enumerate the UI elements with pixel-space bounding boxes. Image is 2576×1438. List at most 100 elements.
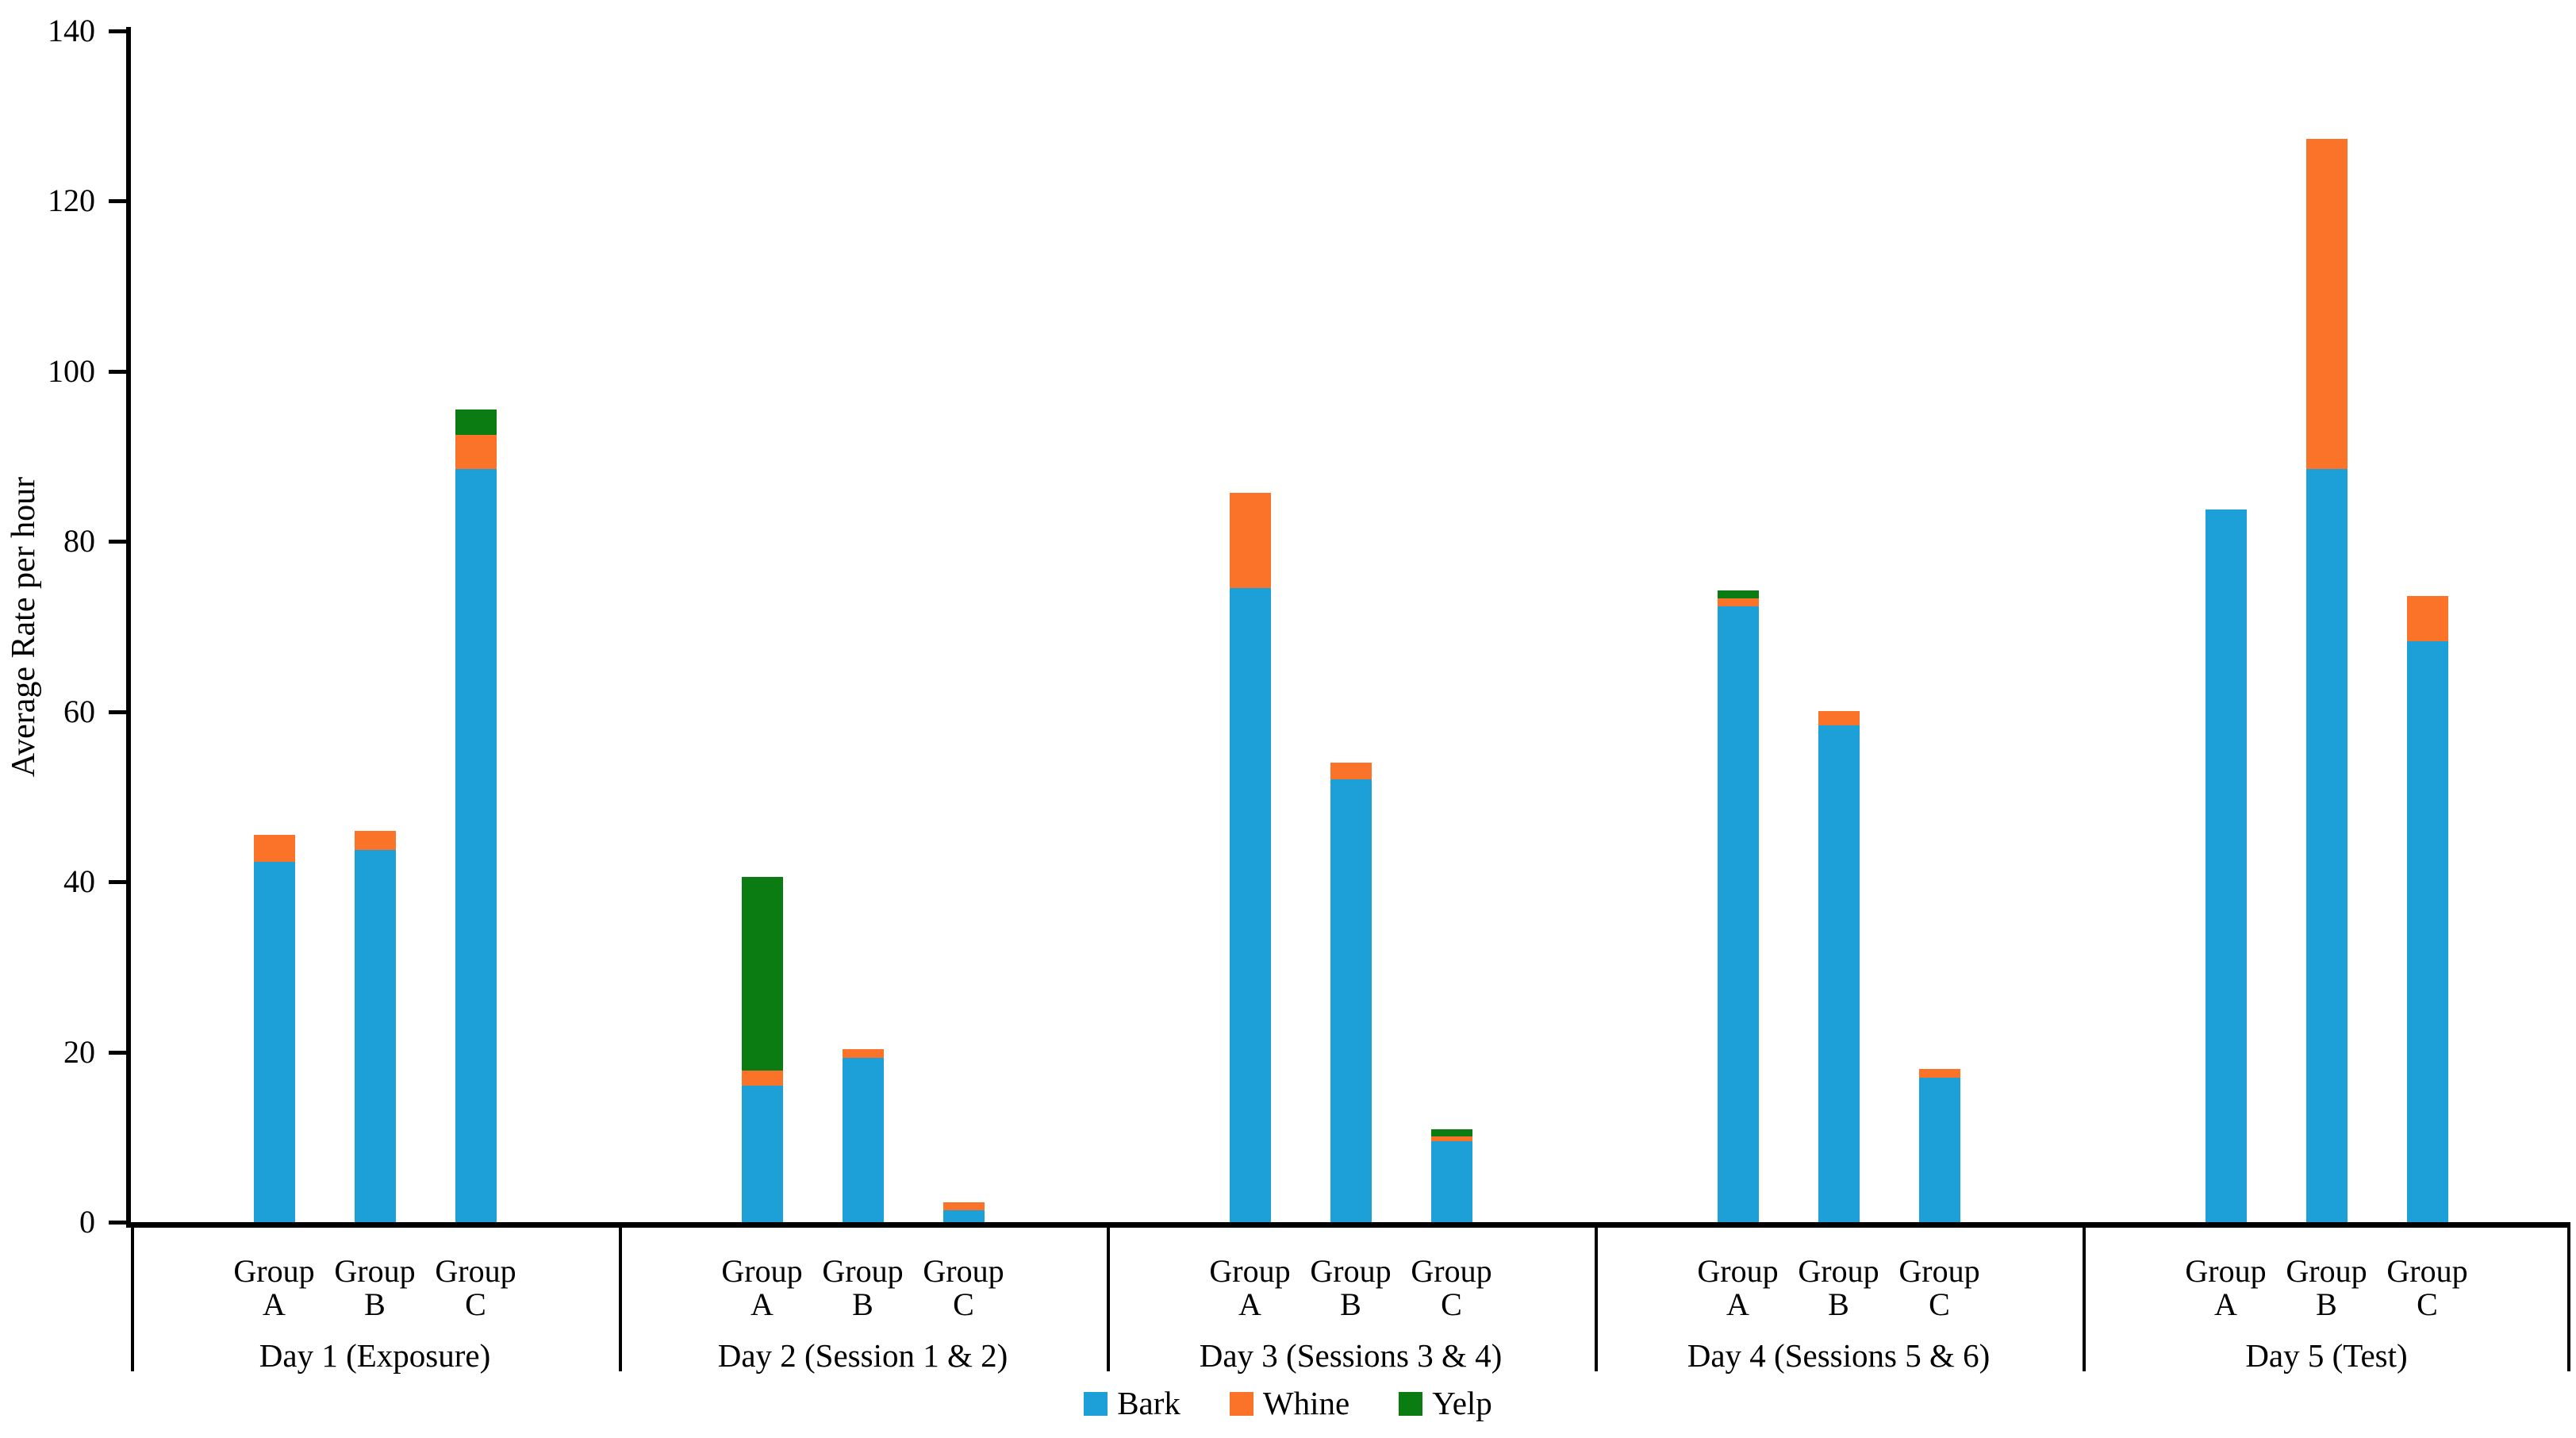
y-axis-tick <box>109 880 126 885</box>
bar-segment-whine <box>1717 598 1759 606</box>
group-label-letter: C <box>953 1286 974 1322</box>
day-axis-label: Day 5 (Test) <box>2245 1337 2408 1374</box>
x-axis-line <box>126 1222 2570 1228</box>
group-label-word: Group <box>334 1253 416 1289</box>
group-label-word: Group <box>1411 1253 1492 1289</box>
group-label-word: Group <box>721 1253 803 1289</box>
day-panel-separator <box>131 1222 134 1371</box>
bar-segment-whine <box>1430 1136 1472 1142</box>
bar-segment-whine <box>942 1202 985 1210</box>
day-panel-separator <box>1595 1222 1598 1371</box>
legend-swatch-icon <box>1229 1391 1253 1416</box>
day-axis-label: Day 2 (Session 1 & 2) <box>717 1337 1008 1374</box>
bar-segment-yelp <box>741 876 783 1071</box>
bar-segment-whine <box>741 1071 783 1086</box>
bar-segment-bark <box>1717 606 1759 1222</box>
bar-segment-bark <box>1330 779 1372 1222</box>
y-axis-tick <box>109 199 126 204</box>
day-panel-separator <box>2083 1222 2086 1371</box>
y-axis-tick-label: 20 <box>63 1033 95 1070</box>
group-label-letter: C <box>2417 1286 2438 1322</box>
bar-segment-bark <box>1430 1141 1472 1222</box>
group-label-letter: B <box>364 1286 386 1322</box>
y-axis-tick-label: 120 <box>48 183 95 219</box>
legend-label: Yelp <box>1432 1385 1492 1421</box>
legend: Bark Whine Yelp <box>0 1387 2576 1420</box>
group-label-letter: B <box>1340 1286 1361 1322</box>
y-axis-tick-label: 100 <box>48 352 95 389</box>
legend-swatch-icon <box>1084 1391 1108 1416</box>
group-label-letter: A <box>751 1286 774 1322</box>
y-axis-tick-label: 80 <box>63 523 95 559</box>
group-label-word: Group <box>2185 1253 2267 1289</box>
day-panel-separator <box>1107 1222 1110 1371</box>
legend-item-whine: Whine <box>1229 1385 1350 1421</box>
bar-segment-whine <box>1229 493 1271 589</box>
y-axis-tick <box>109 540 126 544</box>
day-axis-label: Day 3 (Sessions 3 & 4) <box>1199 1337 1503 1374</box>
bar-segment-whine <box>1818 710 1860 725</box>
group-label-word: Group <box>435 1253 516 1289</box>
bar-segment-bark <box>354 850 396 1222</box>
y-axis-tick-label: 140 <box>48 13 95 48</box>
group-label-letter: B <box>852 1286 873 1322</box>
group-label-letter: A <box>2214 1286 2237 1322</box>
group-label-letter: C <box>1441 1286 1462 1322</box>
y-axis-line <box>126 27 131 1228</box>
group-label-word: Group <box>1798 1253 1879 1289</box>
bar-segment-bark <box>1229 588 1271 1222</box>
group-label-word: Group <box>822 1253 904 1289</box>
group-label-letter: B <box>1828 1286 1849 1322</box>
group-label-letter: C <box>465 1286 486 1322</box>
day-axis-label: Day 1 (Exposure) <box>259 1337 491 1374</box>
y-axis-title: Average Rate per hour <box>6 476 42 778</box>
group-label-letter: C <box>1929 1286 1950 1322</box>
bar-segment-whine <box>1918 1069 1960 1078</box>
group-label-word: Group <box>1697 1253 1779 1289</box>
bar-segment-bark <box>942 1209 985 1222</box>
group-label-letter: B <box>2316 1286 2337 1322</box>
group-label-word: Group <box>233 1253 315 1289</box>
bar-segment-bark <box>2205 509 2247 1222</box>
bar-segment-yelp <box>1430 1129 1472 1136</box>
bar-segment-bark <box>741 1086 783 1222</box>
group-label-word: Group <box>1310 1253 1392 1289</box>
bar-segment-bark <box>455 469 497 1222</box>
bar-segment-bark <box>1918 1077 1960 1222</box>
bar-segment-whine <box>1330 763 1372 780</box>
day-axis-label: Day 4 (Sessions 5 & 6) <box>1687 1337 1991 1374</box>
bar-segment-bark <box>1818 725 1860 1222</box>
bar-segment-yelp <box>455 409 497 436</box>
group-label-word: Group <box>1209 1253 1291 1289</box>
legend-item-bark: Bark <box>1084 1387 1181 1420</box>
group-label-letter: A <box>263 1286 286 1322</box>
bar-segment-bark <box>2406 640 2448 1222</box>
y-axis-tick-label: 60 <box>63 693 95 729</box>
group-label-word: Group <box>923 1253 1004 1289</box>
group-label-letter: A <box>1238 1286 1261 1322</box>
bar-segment-whine <box>2305 139 2348 470</box>
bar-segment-whine <box>2406 595 2448 641</box>
day-panel-separator <box>2567 1222 2570 1371</box>
legend-label: Whine <box>1262 1385 1350 1421</box>
y-axis-tick-label: 0 <box>79 1204 95 1240</box>
y-axis-tick <box>109 1221 126 1225</box>
bar-segment-whine <box>253 835 295 863</box>
y-axis-tick <box>109 1050 126 1055</box>
bar-segment-bark <box>253 862 295 1222</box>
y-axis-tick-label: 40 <box>63 863 95 900</box>
group-label-letter: A <box>1726 1286 1749 1322</box>
y-axis-tick <box>109 369 126 374</box>
group-label-word: Group <box>2386 1253 2468 1289</box>
legend-swatch-icon <box>1399 1391 1423 1416</box>
bar-segment-whine <box>354 830 396 851</box>
bar-segment-yelp <box>1717 590 1759 599</box>
y-axis-tick <box>109 29 126 33</box>
legend-item-yelp: Yelp <box>1399 1387 1492 1420</box>
day-panel-separator <box>619 1222 622 1371</box>
bar-segment-bark <box>2305 469 2348 1222</box>
group-label-word: Group <box>2286 1253 2367 1289</box>
bar-segment-whine <box>455 435 497 470</box>
group-label-word: Group <box>1898 1253 1980 1289</box>
